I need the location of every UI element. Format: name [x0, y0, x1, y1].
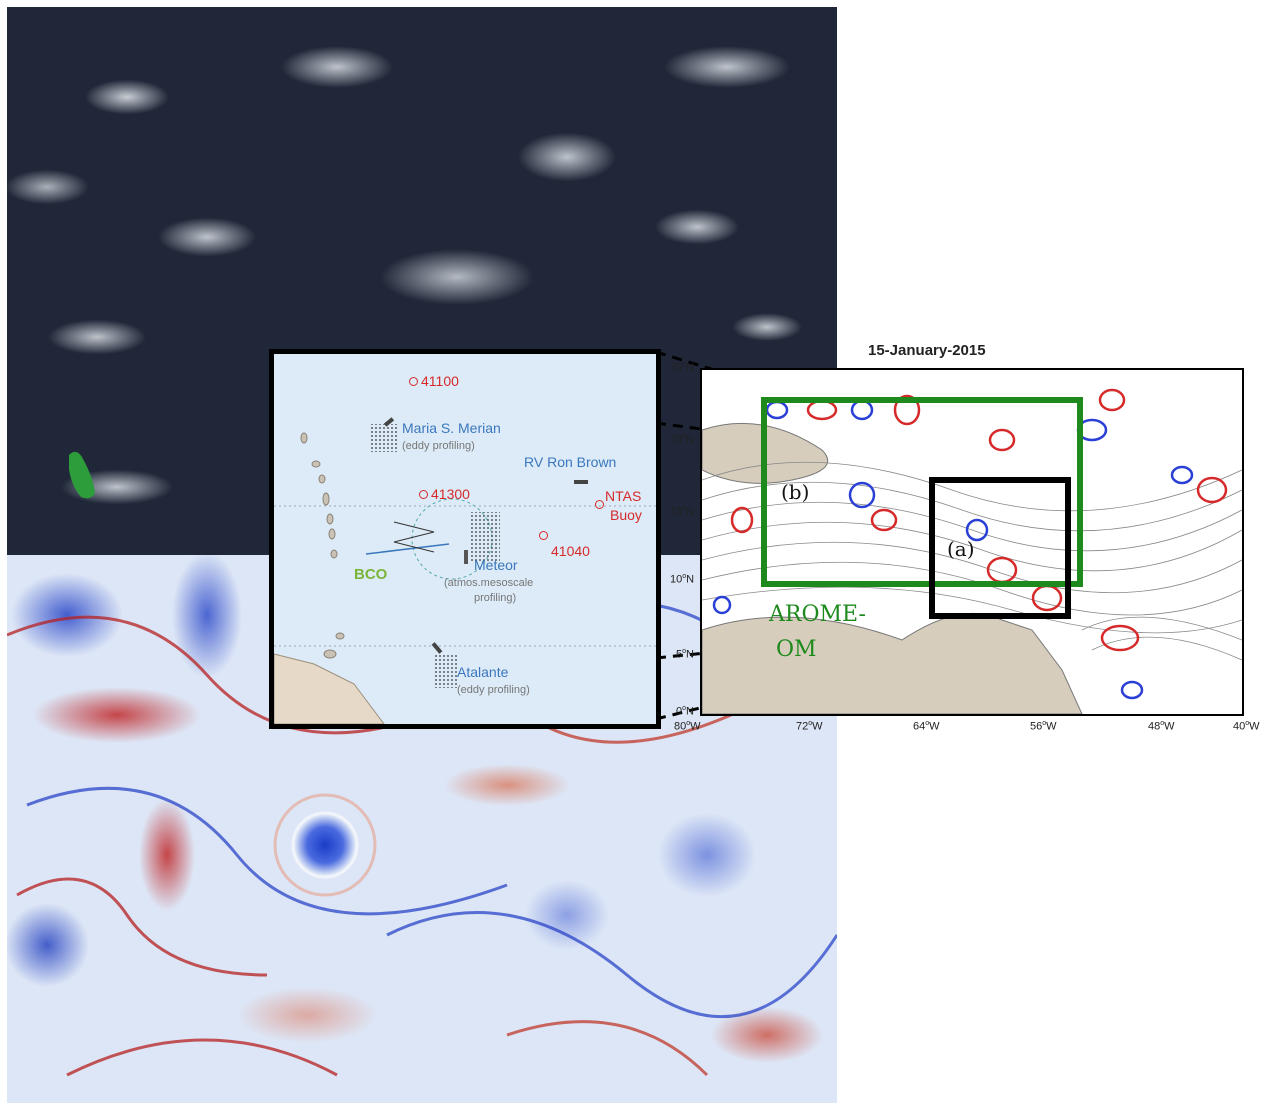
buoy-marker	[409, 377, 418, 386]
ntas-label: Buoy	[610, 507, 642, 523]
y-tick-label: 10oN	[670, 573, 695, 586]
campaign-inset-map: 41100 41300 41040 NTAS Buoy Maria S. Mer…	[269, 349, 661, 729]
buoy-label: 41100	[421, 373, 459, 389]
ship-note: (eddy profiling)	[402, 440, 475, 452]
ship-name: Atalante	[457, 664, 509, 680]
island-shape	[69, 451, 95, 499]
x-tick-label: 80oW	[674, 720, 701, 733]
x-tick-label: 64oW	[913, 720, 940, 733]
buoy-label: 41040	[551, 543, 590, 559]
ship-name: Meteor	[474, 557, 518, 573]
y-tick-label: 15oN	[670, 505, 695, 518]
buoy-marker	[595, 500, 604, 509]
inset-geography	[274, 417, 656, 724]
ship-note: (eddy profiling)	[457, 684, 530, 696]
ship-name: RV Ron Brown	[524, 454, 617, 470]
x-tick-label: 56oW	[1030, 720, 1057, 733]
model-map	[700, 368, 1244, 716]
arome-label: OM	[776, 637, 817, 662]
ship-name: Maria S. Merian	[402, 420, 501, 436]
buoy-marker	[539, 531, 548, 540]
x-tick-label: 40oW	[1233, 720, 1260, 733]
ship-note: profiling)	[474, 592, 517, 604]
box-b-label: (b)	[781, 480, 810, 504]
box-a-label: (a)	[947, 537, 975, 561]
map-title: 15-January-2015	[868, 342, 986, 359]
x-tick-label: 48oW	[1148, 720, 1175, 733]
buoy-marker	[419, 490, 428, 499]
map-contours	[702, 388, 1242, 714]
ship-note: (atmos.mesoscale	[444, 577, 534, 589]
x-tick-label: 72oW	[796, 720, 823, 733]
arome-label: AROME-	[769, 602, 866, 627]
y-tick-label: 0oN	[676, 705, 694, 718]
y-tick-label: 25oN	[670, 361, 695, 374]
station-label: BCO	[354, 566, 388, 583]
y-tick-label: 20oN	[670, 433, 695, 446]
y-tick-label: 5oN	[676, 648, 694, 661]
buoy-label: 41300	[431, 486, 470, 502]
ntas-label: NTAS	[605, 488, 642, 504]
satellite-cloud-image	[7, 7, 837, 555]
